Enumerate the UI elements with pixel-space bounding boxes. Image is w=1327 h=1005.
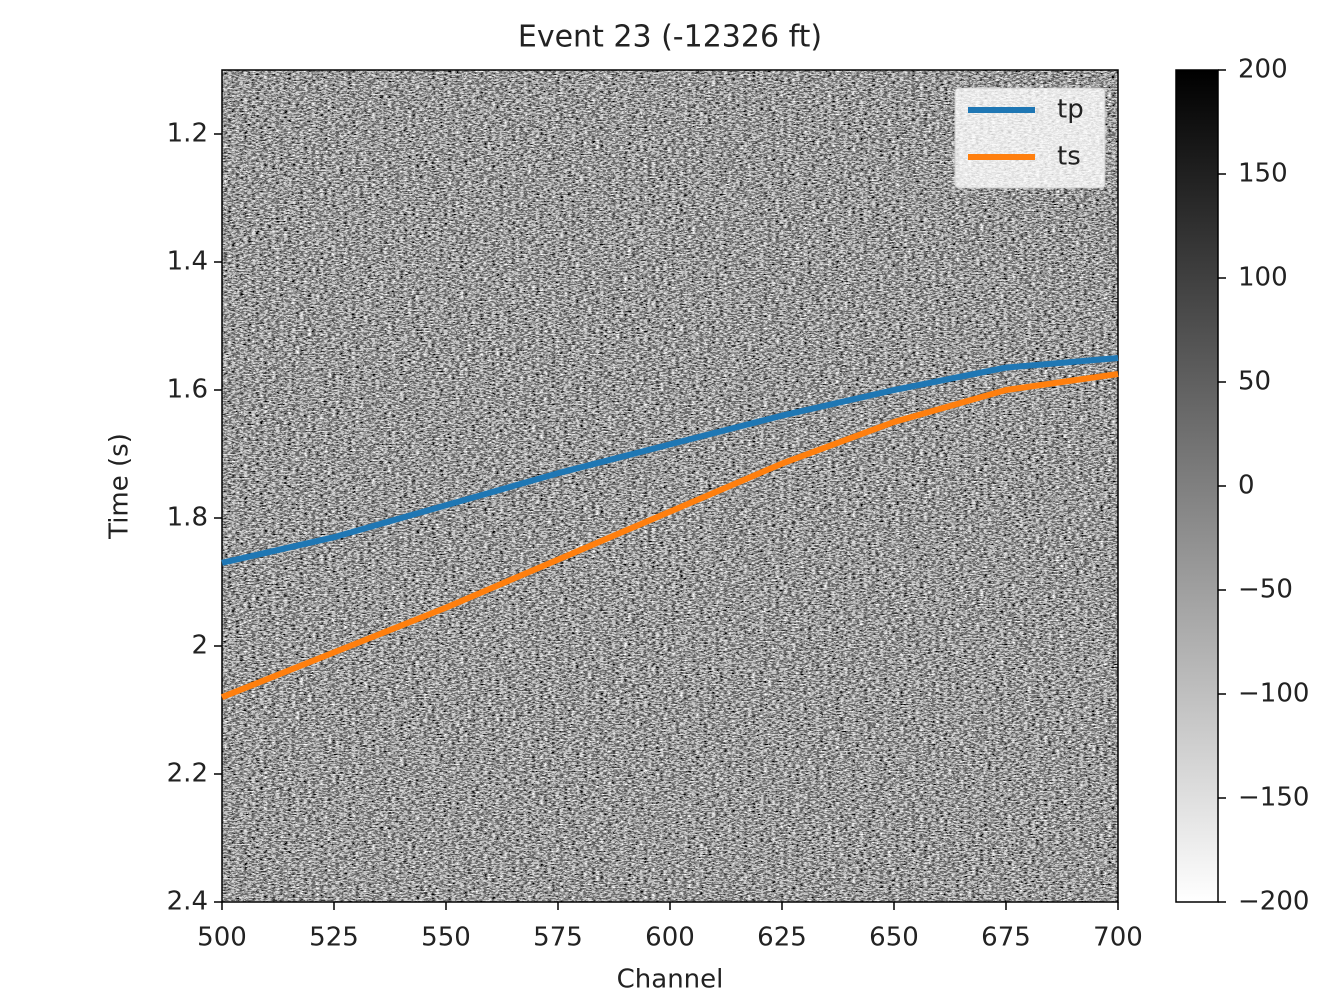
series-line: [220, 371, 1119, 700]
x-tick-label: 600: [645, 923, 695, 953]
y-tick-label: 1.6: [167, 375, 208, 405]
colorbar-tick-label: −200: [1238, 887, 1309, 917]
colorbar-tick-label: 100: [1238, 263, 1288, 293]
colorbar-tick-label: 150: [1238, 159, 1288, 189]
x-tick-label: 525: [309, 923, 359, 953]
series-line: [221, 355, 1119, 566]
y-tick-label: 2.4: [167, 887, 208, 917]
colorbar: [1175, 69, 1219, 903]
x-tick-label: 575: [533, 923, 583, 953]
colorbar-tick-label: 200: [1238, 55, 1288, 85]
y-tick-label: 1.2: [167, 119, 208, 149]
y-tick-label: 2.2: [167, 759, 208, 789]
colorbar-tick-label: 0: [1238, 471, 1255, 501]
colorbar-tick-label: −100: [1238, 679, 1309, 709]
x-tick-label: 650: [869, 923, 919, 953]
colorbar-tick-label: −50: [1238, 575, 1293, 605]
colorbar-tick-label: 50: [1238, 367, 1271, 397]
legend-label: tp: [1057, 95, 1084, 125]
colorbar-tick-label: −150: [1238, 783, 1309, 813]
y-tick-label: 1.4: [167, 247, 208, 277]
seismic-image: [222, 70, 1118, 902]
x-tick-label: 625: [757, 923, 807, 953]
chart-title: Event 23 (-12326 ft): [518, 20, 822, 55]
legend-label: ts: [1057, 142, 1081, 172]
y-tick-label: 1.8: [167, 503, 208, 533]
x-tick-label: 700: [1093, 923, 1143, 953]
x-axis-label: Channel: [617, 965, 724, 995]
x-tick-label: 675: [981, 923, 1031, 953]
x-tick-label: 500: [197, 923, 247, 953]
y-tick-label: 2: [191, 631, 208, 661]
y-axis-label: Time (s): [105, 433, 135, 540]
x-tick-label: 550: [421, 923, 471, 953]
